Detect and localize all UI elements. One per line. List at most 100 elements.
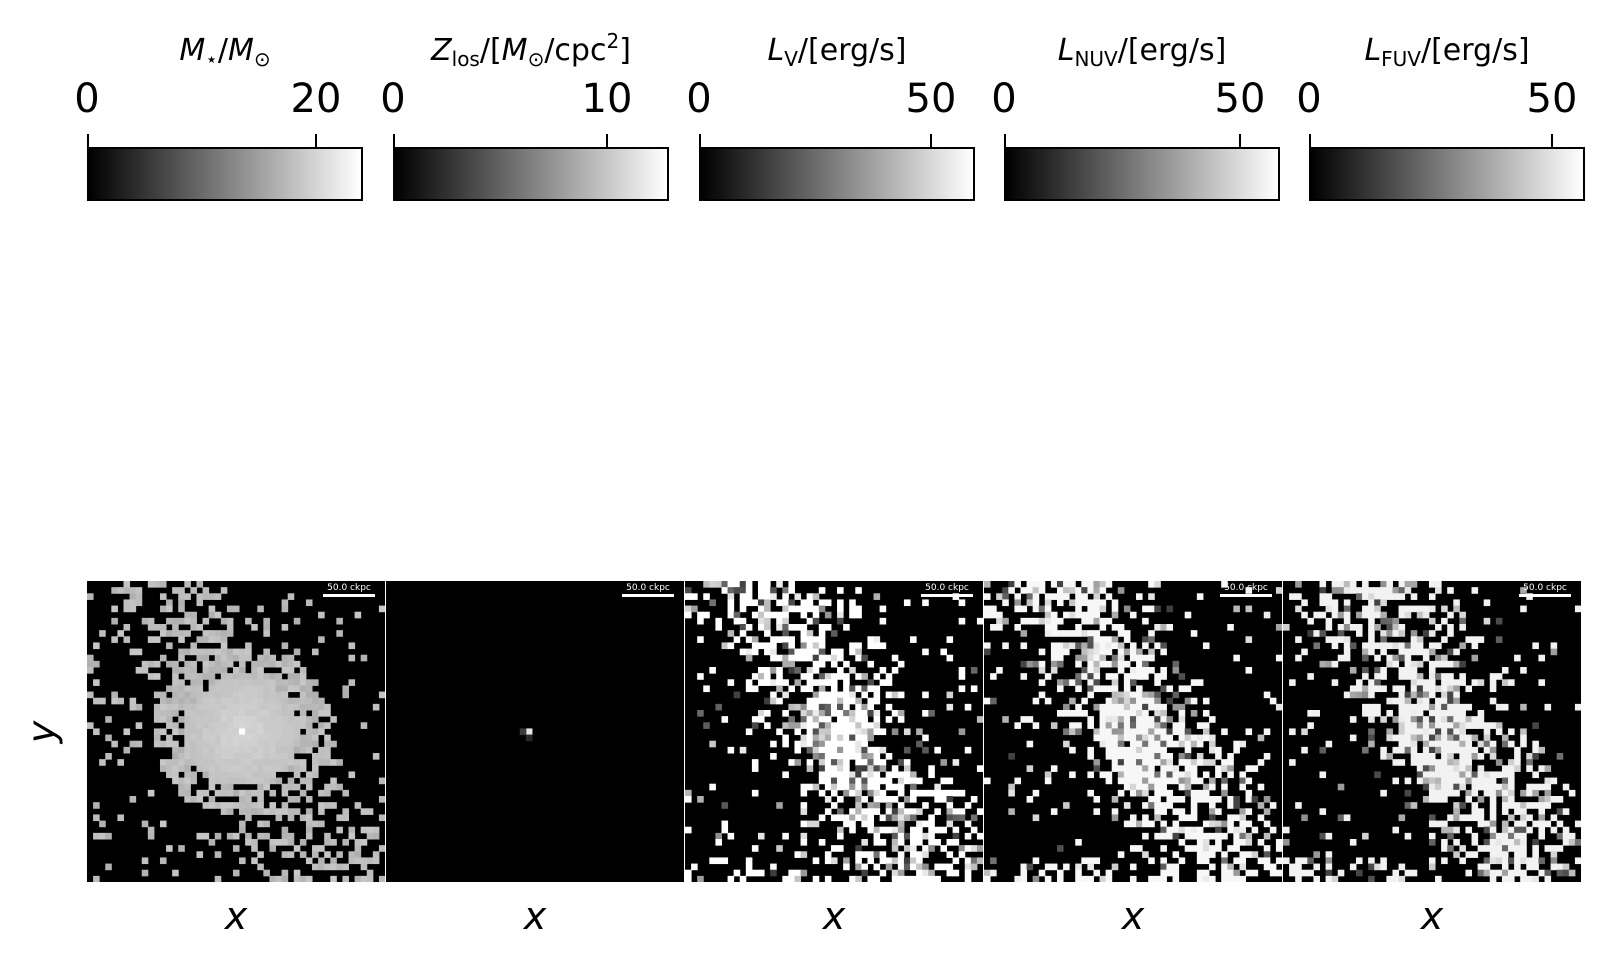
map-pixel xyxy=(1422,648,1430,656)
map-pixel xyxy=(202,746,210,754)
map-pixel xyxy=(196,716,204,723)
map-pixel xyxy=(257,851,264,858)
map-pixel xyxy=(1574,857,1581,865)
map-pixel xyxy=(800,605,808,613)
map-pixel xyxy=(1020,875,1028,882)
map-pixel xyxy=(806,765,814,772)
map-pixel xyxy=(1495,722,1503,729)
map-pixel xyxy=(1331,605,1339,613)
map-pixel xyxy=(751,636,759,643)
map-pixel xyxy=(1056,660,1064,668)
map-pixel xyxy=(830,771,838,779)
map-pixel xyxy=(1392,685,1400,693)
map-pixel xyxy=(1568,789,1576,797)
map-pixel xyxy=(1099,716,1107,723)
map-pixel xyxy=(1368,875,1375,882)
tick-label: 20 xyxy=(290,76,342,122)
map-pixel xyxy=(1099,740,1107,748)
map-pixel xyxy=(1459,857,1466,865)
map-pixel xyxy=(172,697,179,705)
map-pixel xyxy=(1520,845,1527,852)
tick-label: 10 xyxy=(581,76,633,122)
map-pixel xyxy=(287,685,295,693)
map-pixel xyxy=(1307,630,1314,637)
map-pixel xyxy=(1453,691,1460,699)
map-pixel xyxy=(910,863,917,871)
map-pixel xyxy=(1544,845,1552,852)
map-pixel xyxy=(166,703,173,711)
map-pixel xyxy=(1538,869,1546,877)
map-pixel xyxy=(159,697,167,705)
map-pixel xyxy=(1263,832,1271,840)
map-pixel xyxy=(1245,605,1253,613)
map-pixel xyxy=(879,789,887,797)
map-pixel xyxy=(287,740,295,748)
map-pixel xyxy=(202,740,210,748)
map-pixel xyxy=(330,875,337,882)
map-pixel xyxy=(1075,722,1082,729)
map-pixel xyxy=(269,759,277,766)
map-pixel xyxy=(873,759,881,766)
map-pixel xyxy=(1117,759,1125,766)
map-pixel xyxy=(861,783,868,791)
map-pixel xyxy=(1239,826,1247,834)
map-pixel xyxy=(196,765,204,772)
map-pixel xyxy=(764,710,771,717)
map-pixel xyxy=(1160,808,1167,815)
map-pixel xyxy=(1562,808,1570,815)
map-pixel xyxy=(1441,710,1448,717)
map-pixel xyxy=(940,789,948,797)
map-pixel xyxy=(861,808,868,815)
map-pixel xyxy=(1209,832,1216,840)
map-pixel xyxy=(897,832,905,840)
map-pixel xyxy=(1532,740,1539,748)
map-pixel xyxy=(964,869,972,877)
map-pixel xyxy=(824,654,832,662)
scalebar-label: 50.0 ckpc xyxy=(1224,583,1268,593)
map-pixel xyxy=(251,808,258,815)
map-pixel xyxy=(1392,660,1400,668)
map-pixel xyxy=(1050,617,1058,625)
map-pixel xyxy=(1447,611,1454,619)
map-pixel xyxy=(1087,863,1094,871)
map-pixel xyxy=(1154,605,1161,613)
map-pixel xyxy=(166,685,173,693)
map-pixel xyxy=(1331,636,1339,643)
map-pixel xyxy=(824,611,832,619)
map-pixel xyxy=(984,593,991,600)
map-pixel xyxy=(928,765,935,772)
map-pixel xyxy=(1172,771,1180,779)
map-pixel xyxy=(1453,648,1460,656)
colorbar-gradient xyxy=(393,147,669,201)
map-pixel xyxy=(1099,581,1107,588)
map-pixel xyxy=(745,685,753,693)
map-pixel xyxy=(757,611,765,619)
map-pixel xyxy=(263,746,270,754)
map-pixel xyxy=(1075,660,1082,668)
map-pixel xyxy=(849,875,856,882)
map-pixel xyxy=(1489,857,1497,865)
map-pixel xyxy=(1129,753,1137,760)
map-pixel xyxy=(855,808,862,815)
map-pixel xyxy=(239,722,246,729)
map-pixel xyxy=(123,746,131,754)
map-pixel xyxy=(1514,820,1521,828)
map-pixel xyxy=(1501,869,1509,877)
map-pixel xyxy=(226,771,234,779)
map-pixel xyxy=(1520,851,1527,858)
map-pixel xyxy=(214,832,222,840)
map-pixel xyxy=(1178,728,1186,736)
map-pixel xyxy=(1380,716,1387,723)
map-pixel xyxy=(111,697,118,705)
map-pixel xyxy=(1477,869,1485,877)
map-pixel xyxy=(287,796,295,803)
map-pixel xyxy=(342,839,350,846)
map-pixel xyxy=(891,857,899,865)
map-pixel xyxy=(1380,593,1387,600)
map-pixel xyxy=(275,697,283,705)
map-pixel xyxy=(1556,808,1564,815)
map-pixel xyxy=(1014,593,1021,600)
map-pixel xyxy=(806,740,814,748)
map-pixel xyxy=(299,716,307,723)
map-pixel xyxy=(178,759,185,766)
